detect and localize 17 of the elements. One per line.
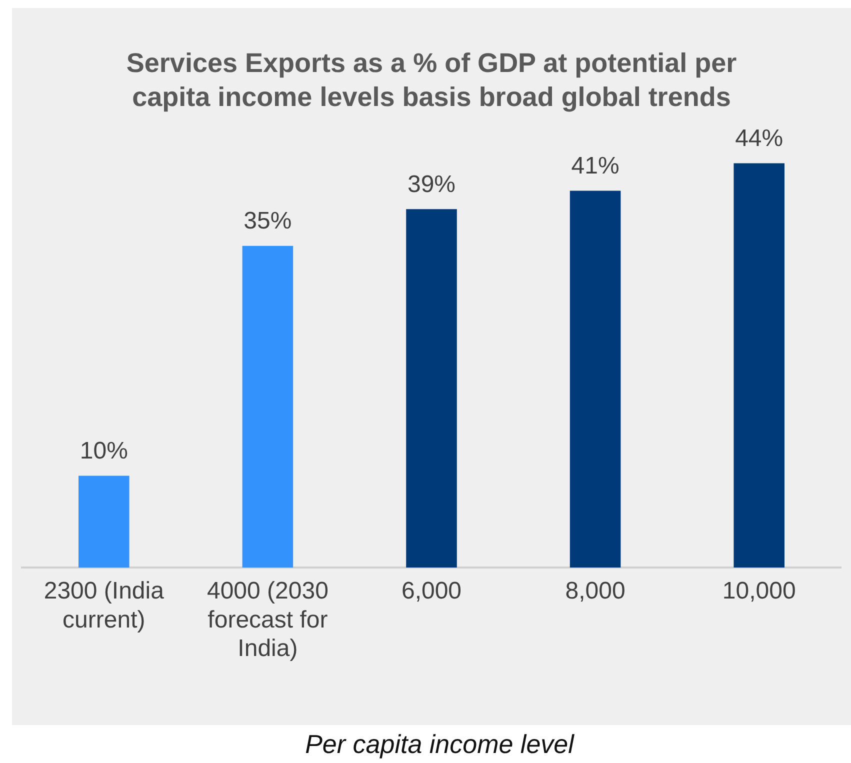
bar [570, 190, 621, 568]
data-label: 10% [80, 437, 128, 464]
x-tick-label: 4000 (2030 forecast for India) [206, 578, 328, 662]
x-tick-label: 2300 (India current) [44, 578, 165, 634]
bar [734, 163, 784, 568]
chart-title: Services Exports as a % of GDP at potential per capita income levels basis broad global trends [125, 47, 738, 114]
data-label: 41% [571, 152, 620, 180]
data-label: 35% [244, 208, 292, 235]
bar [406, 209, 457, 568]
x-tick-label: 6,000 [401, 578, 462, 605]
x-tick-label: 8,000 [565, 578, 626, 605]
bar [242, 246, 294, 568]
x-tick-label: 10,000 [722, 578, 796, 605]
x-axis-title: Per capita income level [304, 729, 576, 760]
data-label: 44% [735, 124, 784, 152]
bar [78, 476, 130, 568]
data-label: 39% [407, 170, 456, 198]
